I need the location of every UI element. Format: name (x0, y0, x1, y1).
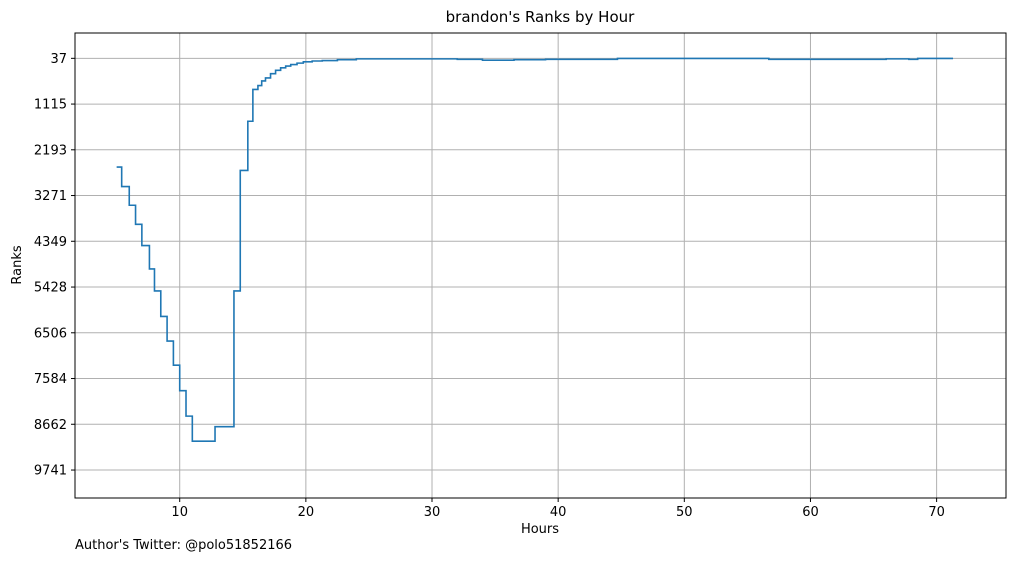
plot-area-frame (74, 32, 1007, 499)
y-tick-label: 5428 (34, 281, 67, 296)
author-twitter-note: Author's Twitter: @polo51852166 (75, 538, 293, 553)
x-tick-label: 50 (676, 505, 693, 520)
y-tick-label: 4349 (34, 235, 67, 250)
x-tick-label: 10 (171, 505, 188, 520)
rank-series-line (116, 57, 954, 442)
y-tick-label: 8662 (34, 418, 67, 433)
y-tick-label: 3271 (34, 189, 67, 204)
x-tick-label: 70 (928, 505, 945, 520)
y-axis-label: Ranks (10, 245, 25, 284)
y-tick-label: 1115 (34, 98, 67, 113)
x-tick-label: 60 (802, 505, 819, 520)
y-tick-label: 2193 (34, 143, 67, 158)
y-tick-label: 7584 (34, 372, 67, 387)
x-tick-label: 20 (298, 505, 315, 520)
x-tick-label: 30 (424, 505, 441, 520)
y-tick-label: 9741 (34, 464, 67, 479)
x-axis-label: Hours (521, 522, 559, 537)
y-tick-label: 37 (50, 52, 67, 67)
x-tick-label: 40 (550, 505, 567, 520)
series-layer (116, 57, 954, 442)
grid-layer (75, 33, 1006, 498)
chart-title: brandon's Ranks by Hour (446, 8, 635, 26)
y-tick-label: 6506 (34, 326, 67, 341)
tick-layer: 10 20 30 40 50 60 70 37 1115 2193 3271 4349 5428 6506… (34, 52, 945, 520)
